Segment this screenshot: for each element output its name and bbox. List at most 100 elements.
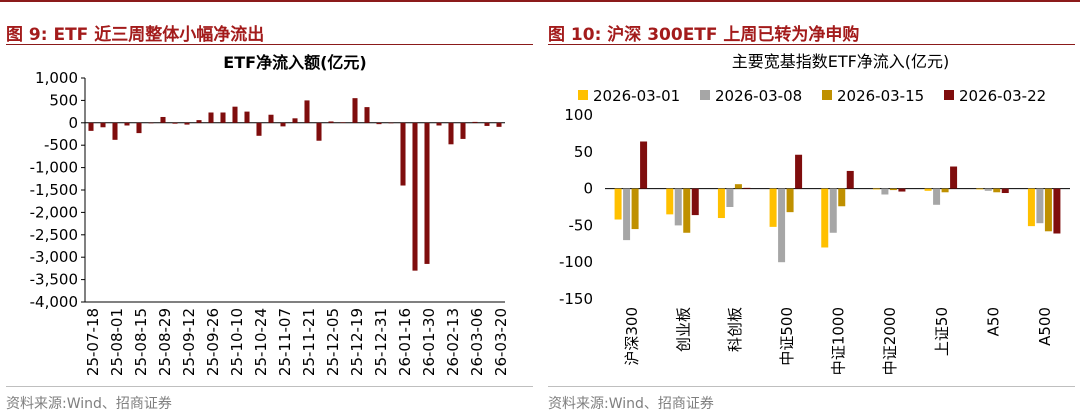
bar (933, 188, 941, 205)
x-tick-label: 25-12-05 (324, 308, 342, 376)
bar (352, 98, 358, 123)
bar (448, 122, 454, 145)
category-label: A50 (985, 307, 1003, 336)
category-label: A500 (1036, 307, 1054, 346)
legend-swatch (700, 90, 710, 100)
bar (220, 112, 226, 123)
left-bottom-rule (6, 386, 533, 387)
bar (460, 122, 466, 139)
bar (484, 122, 490, 126)
category-label: 上证50 (933, 307, 951, 356)
category-label: 沪深300 (623, 307, 641, 366)
bar (640, 141, 648, 189)
y-tick-label: -3,500 (30, 271, 78, 289)
bar (472, 121, 478, 123)
bar (112, 122, 118, 140)
legend-swatch (822, 90, 832, 100)
bar (1044, 188, 1052, 232)
x-tick-label: 25-08-01 (108, 308, 126, 376)
y-tick-label: -50 (569, 216, 594, 234)
bar (769, 188, 777, 227)
category-label: 中证1000 (830, 307, 848, 375)
bar (631, 188, 639, 230)
bar (172, 122, 178, 124)
left-header-rule (6, 44, 533, 45)
y-tick-label: -2,500 (30, 226, 78, 244)
right-figure-header: 图 10: 沪深 300ETF 上周已转为净申购 (548, 25, 860, 45)
y-tick-label: 100 (564, 106, 593, 124)
bar (993, 188, 1001, 193)
y-tick-label: -100 (559, 253, 593, 271)
category-label: 创业板 (675, 307, 693, 352)
bar (100, 122, 106, 128)
x-tick-label: 26-03-06 (468, 308, 486, 376)
y-tick-label: -1,500 (30, 181, 78, 199)
x-tick-label: 25-09-26 (204, 308, 222, 376)
bar (340, 122, 346, 123)
y-tick-label: 0 (68, 114, 78, 132)
x-tick-label: 25-09-12 (180, 308, 198, 376)
bar (400, 122, 406, 186)
bar (984, 188, 992, 191)
bar (376, 122, 382, 125)
bar (1027, 188, 1035, 227)
right-chart: 主要宽基指数ETF净流入(亿元) 2026-03-01 2026-03-08 2026… (559, 52, 1070, 375)
bar (280, 122, 286, 127)
bar (184, 122, 190, 125)
x-tick-label: 25-12-19 (348, 308, 366, 376)
x-tick-label: 25-11-21 (300, 308, 318, 376)
bar (88, 122, 94, 131)
bar (424, 122, 430, 264)
bar (795, 154, 803, 189)
bar (734, 184, 742, 189)
y-tick-label: -2,000 (30, 203, 78, 221)
right-source: 资料来源:Wind、招商证券 (548, 396, 714, 412)
bar (496, 122, 502, 127)
y-tick-label: -3,000 (30, 248, 78, 266)
y-tick-label: -150 (559, 290, 593, 308)
bar (743, 187, 751, 189)
bar (898, 188, 906, 192)
bar (614, 188, 622, 220)
chart-title: ETF净流入额(亿元) (223, 53, 366, 72)
bar (316, 122, 322, 141)
bar (232, 106, 238, 123)
x-tick-label: 26-01-16 (396, 308, 414, 376)
legend-label: 2026-03-01 (593, 87, 680, 105)
legend-label: 2026-03-22 (959, 87, 1046, 105)
bar (1053, 188, 1061, 234)
bar (1001, 188, 1009, 194)
left-figure-header: 图 9: ETF 近三周整体小幅净流出 (6, 25, 265, 45)
bar (388, 122, 394, 124)
legend-label: 2026-03-08 (715, 87, 802, 105)
right-bottom-rule (548, 386, 1075, 387)
top-rule (0, 0, 1080, 2)
left-chart: ETF净流入额(亿元) 1,000 500 0 -500 -1,000 -1,500 -2,0… (30, 53, 510, 376)
y-tick-label: -4,000 (30, 293, 78, 311)
x-tick-label: 26-01-30 (420, 308, 438, 376)
bar (838, 188, 846, 207)
bar (872, 188, 880, 190)
y-tick-label: 1,000 (35, 69, 78, 87)
x-tick-label: 25-11-07 (276, 308, 294, 376)
bar (160, 116, 166, 123)
category-label: 中证500 (778, 307, 796, 366)
legend-label: 2026-03-15 (837, 87, 924, 105)
bar (829, 188, 837, 233)
bar (976, 188, 984, 190)
bar (666, 188, 674, 215)
y-tick-label: 0 (583, 180, 593, 198)
bar (726, 188, 734, 207)
bar (124, 122, 130, 126)
x-tick-label: 25-07-18 (84, 308, 102, 376)
bar (1036, 188, 1044, 224)
x-tick-label: 25-08-29 (156, 308, 174, 376)
bar (674, 188, 682, 226)
legend-swatch (944, 90, 954, 100)
bar (786, 188, 794, 213)
x-tick-label: 26-02-13 (444, 308, 462, 376)
y-tick-label: -1,000 (30, 159, 78, 177)
bar (924, 188, 932, 191)
right-header-rule (548, 44, 1075, 45)
bar (846, 170, 854, 189)
